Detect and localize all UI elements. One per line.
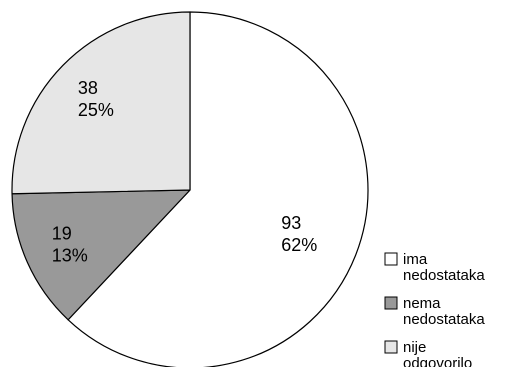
data-label-value: 93 [281,213,301,233]
data-label-value: 19 [52,224,72,244]
legend-swatch [384,252,398,266]
pie-slice-ima-nedostataka [67,11,369,367]
legend-label: odgovorilo [403,355,472,367]
data-label-value: 38 [78,78,98,98]
legend-swatch [384,340,398,354]
legend-swatch [384,296,398,310]
legend-label: ima [403,251,428,268]
legend: imanedostatakanemanedostatakanijeodgovor… [384,251,485,367]
pie-slices [11,11,369,367]
data-label-percent: 62% [281,235,317,255]
data-label-percent: 13% [52,246,88,266]
legend-label: nije [403,339,426,356]
pie-slice-nije-odgovorilo [11,11,191,195]
legend-label: nedostataka [403,267,485,284]
legend-label: nema [403,295,441,312]
pie-slice-nema-nedostataka [11,189,191,321]
legend-label: nedostataka [403,311,485,328]
data-label-percent: 25% [78,100,114,120]
